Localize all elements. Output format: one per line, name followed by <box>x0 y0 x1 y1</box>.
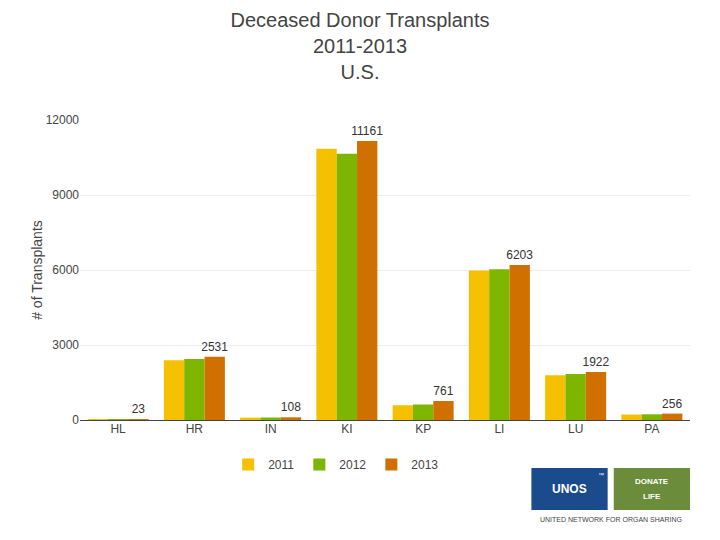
svg-text:0: 0 <box>72 413 79 427</box>
svg-text:256: 256 <box>662 397 682 411</box>
svg-text:IN: IN <box>265 422 277 436</box>
svg-text:108: 108 <box>281 400 301 414</box>
svg-text:2012: 2012 <box>339 458 366 472</box>
svg-text:LI: LI <box>494 422 504 436</box>
svg-text:# of Transplants: # of Transplants <box>29 220 45 320</box>
svg-text:PA: PA <box>644 422 659 436</box>
svg-text:9000: 9000 <box>52 188 79 202</box>
svg-text:2531: 2531 <box>201 340 228 354</box>
svg-text:HR: HR <box>186 422 204 436</box>
svg-text:2011: 2011 <box>268 458 294 472</box>
svg-text:KI: KI <box>341 422 352 436</box>
svg-text:761: 761 <box>433 384 453 398</box>
svg-text:UNITED NETWORK FOR ORGAN SHARI: UNITED NETWORK FOR ORGAN SHARING <box>540 516 682 523</box>
svg-text:™: ™ <box>598 472 604 478</box>
svg-text:1922: 1922 <box>582 355 609 369</box>
svg-text:DONATE: DONATE <box>635 477 669 486</box>
svg-text:2013: 2013 <box>411 458 438 472</box>
svg-text:6203: 6203 <box>506 248 533 262</box>
svg-text:3000: 3000 <box>52 338 79 352</box>
svg-text:LIFE: LIFE <box>643 492 661 501</box>
svg-text:23: 23 <box>132 402 146 416</box>
svg-text:Deceased Donor Transplants2011: Deceased Donor Transplants2011-2013U.S. <box>230 9 489 83</box>
svg-text:6000: 6000 <box>52 263 79 277</box>
svg-text:12000: 12000 <box>46 113 80 127</box>
svg-text:11161: 11161 <box>351 124 383 138</box>
svg-text:KP: KP <box>415 422 431 436</box>
svg-text:UNOS: UNOS <box>552 482 587 496</box>
svg-text:HL: HL <box>110 422 126 436</box>
svg-text:LU: LU <box>568 422 583 436</box>
